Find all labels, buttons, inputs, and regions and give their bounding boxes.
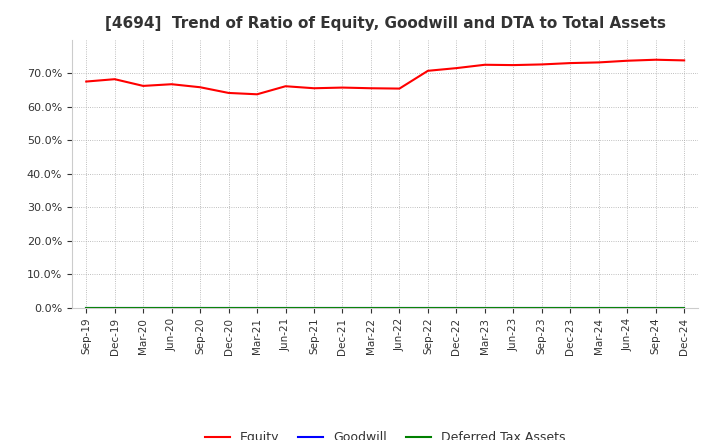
Goodwill <box>509 305 518 311</box>
Deferred Tax Assets <box>452 305 461 311</box>
Equity <box>110 77 119 82</box>
Equity <box>680 58 688 63</box>
Equity <box>509 62 518 68</box>
Equity <box>537 62 546 67</box>
Equity <box>366 86 375 91</box>
Deferred Tax Assets <box>196 305 204 311</box>
Deferred Tax Assets <box>680 305 688 311</box>
Goodwill <box>196 305 204 311</box>
Equity <box>480 62 489 67</box>
Goodwill <box>623 305 631 311</box>
Goodwill <box>82 305 91 311</box>
Deferred Tax Assets <box>623 305 631 311</box>
Equity <box>595 60 603 65</box>
Deferred Tax Assets <box>366 305 375 311</box>
Goodwill <box>680 305 688 311</box>
Goodwill <box>338 305 347 311</box>
Deferred Tax Assets <box>395 305 404 311</box>
Deferred Tax Assets <box>537 305 546 311</box>
Goodwill <box>537 305 546 311</box>
Goodwill <box>480 305 489 311</box>
Title: [4694]  Trend of Ratio of Equity, Goodwill and DTA to Total Assets: [4694] Trend of Ratio of Equity, Goodwil… <box>104 16 666 32</box>
Deferred Tax Assets <box>225 305 233 311</box>
Goodwill <box>110 305 119 311</box>
Equity <box>139 83 148 88</box>
Goodwill <box>139 305 148 311</box>
Goodwill <box>282 305 290 311</box>
Equity <box>253 92 261 97</box>
Goodwill <box>225 305 233 311</box>
Equity <box>395 86 404 91</box>
Deferred Tax Assets <box>595 305 603 311</box>
Equity <box>452 66 461 71</box>
Deferred Tax Assets <box>282 305 290 311</box>
Equity <box>423 68 432 73</box>
Goodwill <box>566 305 575 311</box>
Goodwill <box>366 305 375 311</box>
Goodwill <box>310 305 318 311</box>
Equity <box>225 90 233 95</box>
Deferred Tax Assets <box>253 305 261 311</box>
Goodwill <box>253 305 261 311</box>
Deferred Tax Assets <box>509 305 518 311</box>
Goodwill <box>452 305 461 311</box>
Equity <box>196 84 204 90</box>
Goodwill <box>423 305 432 311</box>
Equity <box>167 81 176 87</box>
Goodwill <box>652 305 660 311</box>
Deferred Tax Assets <box>423 305 432 311</box>
Deferred Tax Assets <box>480 305 489 311</box>
Legend: Equity, Goodwill, Deferred Tax Assets: Equity, Goodwill, Deferred Tax Assets <box>200 426 570 440</box>
Goodwill <box>167 305 176 311</box>
Deferred Tax Assets <box>139 305 148 311</box>
Deferred Tax Assets <box>167 305 176 311</box>
Equity <box>282 84 290 89</box>
Equity <box>310 86 318 91</box>
Goodwill <box>395 305 404 311</box>
Goodwill <box>595 305 603 311</box>
Equity <box>338 85 347 90</box>
Equity <box>623 58 631 63</box>
Deferred Tax Assets <box>652 305 660 311</box>
Equity <box>652 57 660 62</box>
Deferred Tax Assets <box>82 305 91 311</box>
Deferred Tax Assets <box>338 305 347 311</box>
Line: Equity: Equity <box>86 60 684 94</box>
Deferred Tax Assets <box>310 305 318 311</box>
Deferred Tax Assets <box>566 305 575 311</box>
Equity <box>82 79 91 84</box>
Deferred Tax Assets <box>110 305 119 311</box>
Equity <box>566 60 575 66</box>
